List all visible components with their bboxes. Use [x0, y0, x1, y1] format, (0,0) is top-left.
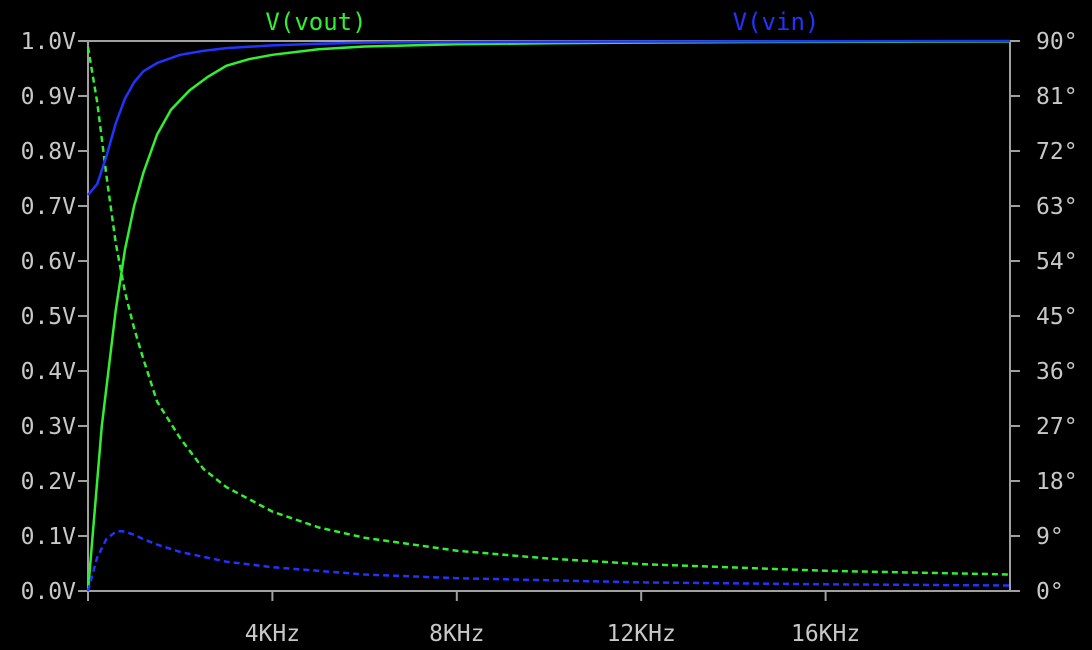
x-tick-label: 8KHz: [429, 621, 484, 647]
y-right-tick-label: 27°: [1036, 414, 1078, 440]
series-v-vout-magnitude-line: [86, 40, 1011, 592]
y-left-tick-label: 0.4V: [21, 359, 77, 385]
series-v-vin-phase-line: [86, 529, 1011, 592]
plot-series: [86, 39, 1011, 592]
plot-legend: V(vout) V(vin): [265, 8, 819, 36]
x-tick-label: 4KHz: [245, 621, 300, 647]
y-left-tick-label: 1.0V: [21, 29, 77, 55]
y-left-tick-label: 0.1V: [21, 524, 77, 550]
y-left-tick-label: 0.8V: [21, 139, 77, 165]
legend-label: V(vin): [733, 8, 820, 36]
legend-label: V(vout): [265, 8, 366, 36]
plot-frame: [87, 40, 1011, 592]
x-tick-label: 12KHz: [607, 621, 676, 647]
series-v-vout-phase-line: [86, 46, 1011, 576]
y-right-tick-label: 18°: [1036, 469, 1078, 495]
series-v-vin-magnitude-line: [87, 39, 1011, 196]
y-right-tick-label: 0°: [1036, 579, 1064, 605]
y-left-tick-label: 0.6V: [21, 249, 77, 275]
y-right-tick-label: 45°: [1036, 304, 1078, 330]
y-right-tick-label: 90°: [1036, 29, 1078, 55]
plot-axes: 0.0V 0.1V 0.2V 0.3V 0.4V 0.5V 0.6V 0.7V 0.8V 0.9V…: [21, 29, 1078, 647]
x-tick-label: 16KHz: [791, 621, 860, 647]
y-right-tick-label: 9°: [1036, 524, 1064, 550]
y-left-tick-label: 0.2V: [21, 469, 77, 495]
y-right-tick-label: 72°: [1036, 139, 1078, 165]
y-left-tick-label: 0.3V: [21, 414, 77, 440]
y-left-tick-label: 0.5V: [21, 304, 77, 330]
y-right-tick-label: 36°: [1036, 359, 1078, 385]
y-left-tick-label: 0.9V: [21, 84, 77, 110]
y-right-tick-label: 81°: [1036, 84, 1078, 110]
y-right-tick-label: 54°: [1036, 249, 1078, 275]
y-right-tick-label: 63°: [1036, 194, 1078, 220]
y-left-tick-label: 0.7V: [21, 194, 77, 220]
y-left-tick-label: 0.0V: [21, 579, 77, 605]
